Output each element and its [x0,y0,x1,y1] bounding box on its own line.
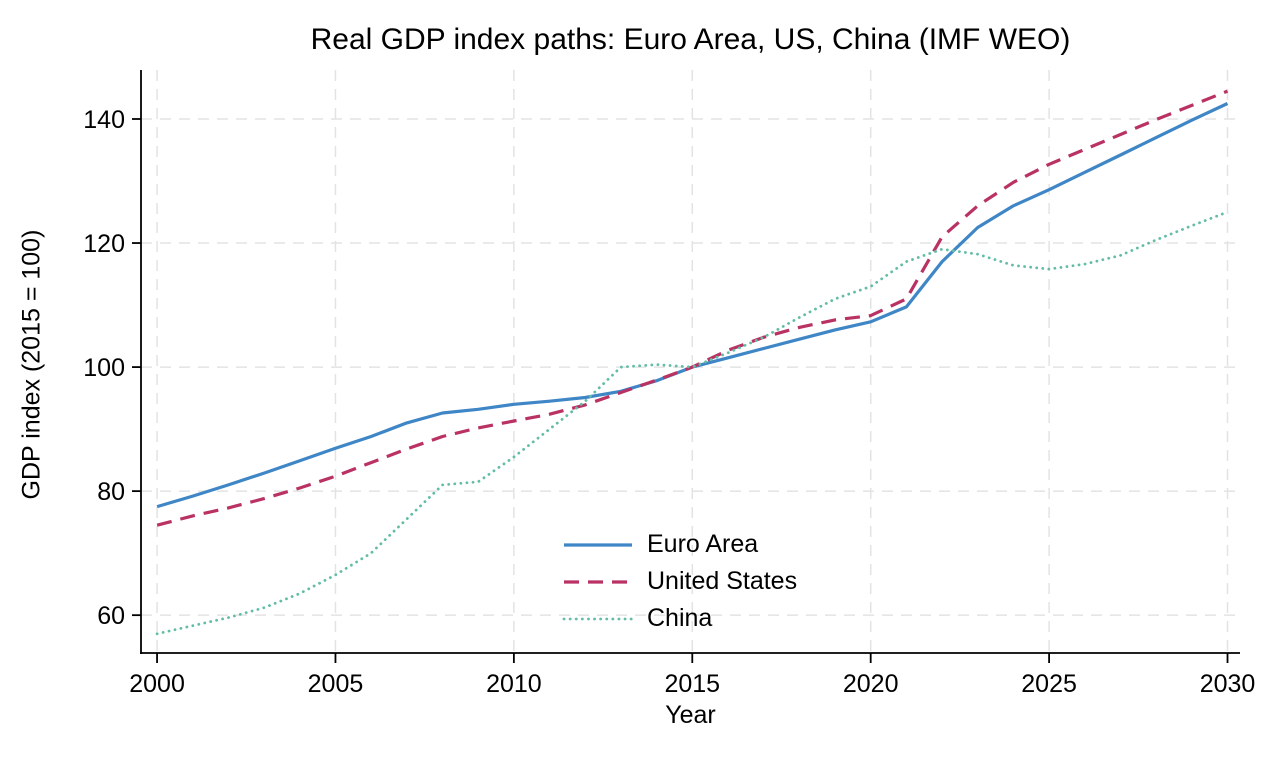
x-tick-label: 2030 [1200,670,1256,698]
x-tick-label: 2025 [1021,670,1077,698]
x-tick-label: 2015 [664,670,720,698]
y-tick-label: 100 [83,354,125,382]
legend-swatch-china [562,617,634,620]
x-tick-label: 2010 [486,670,542,698]
y-tick-label: 140 [83,106,125,134]
legend-label-china: China [647,604,713,632]
legend-swatch-united-states [564,579,632,584]
legend-swatch-euro-area [564,542,632,547]
series-line-china [155,210,1229,636]
y-tick-label: 120 [83,230,125,258]
series-line-united-states [156,89,1229,527]
y-tick-label: 80 [97,478,125,506]
legend: Euro Area United States China [562,526,797,637]
chart-title: Real GDP index paths: Euro Area, US, Chi… [310,23,1071,56]
x-tick-label: 2000 [129,670,185,698]
legend-item-china: China [562,600,797,637]
x-axis-title: Year [665,701,716,729]
y-tick-label: 60 [97,602,125,630]
legend-label-united-states: United States [647,567,798,595]
legend-item-united-states: United States [562,563,797,600]
x-tick-label: 2020 [843,670,899,698]
x-tick-label: 2005 [308,670,364,698]
legend-label-euro-area: Euro Area [647,530,759,558]
y-axis-title: GDP index (2015 = 100) [17,229,46,500]
legend-item-euro-area: Euro Area [562,526,797,563]
